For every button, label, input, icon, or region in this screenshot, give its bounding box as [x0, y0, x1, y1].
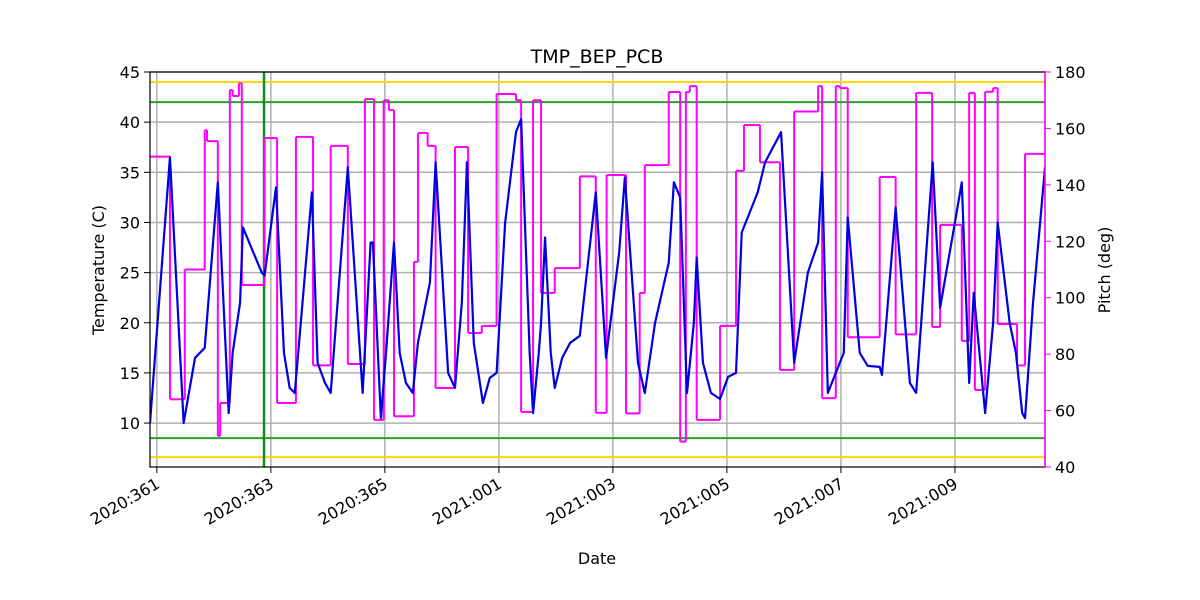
- y2-axis-label: Pitch (deg): [1095, 227, 1114, 314]
- chart-title: TMP_BEP_PCB: [530, 46, 664, 68]
- y2-tick-label: 140: [1055, 176, 1086, 195]
- y2-tick-label: 60: [1055, 402, 1075, 421]
- y-axis-label: Temperature (C): [89, 205, 108, 336]
- y-tick-label: 20: [120, 314, 140, 333]
- step-riser: [168, 83, 1027, 442]
- y2-tick-label: 120: [1055, 232, 1086, 251]
- temperature-line: [150, 118, 1045, 425]
- y-tick-label: 45: [120, 63, 140, 82]
- y-tick-label: 30: [120, 213, 140, 232]
- y2-tick-label: 100: [1055, 289, 1086, 308]
- y2-tick-label: 180: [1055, 63, 1086, 82]
- y2-tick-label: 40: [1055, 458, 1075, 477]
- y-tick-label: 40: [120, 113, 140, 132]
- y2-tick-label: 80: [1055, 345, 1075, 364]
- y-tick-label: 10: [120, 414, 140, 433]
- y-tick-label: 25: [120, 264, 140, 283]
- y2-tick-label: 160: [1055, 119, 1086, 138]
- x-axis-label: Date: [578, 549, 616, 568]
- y-tick-label: 35: [120, 163, 140, 182]
- y-tick-label: 15: [120, 364, 140, 383]
